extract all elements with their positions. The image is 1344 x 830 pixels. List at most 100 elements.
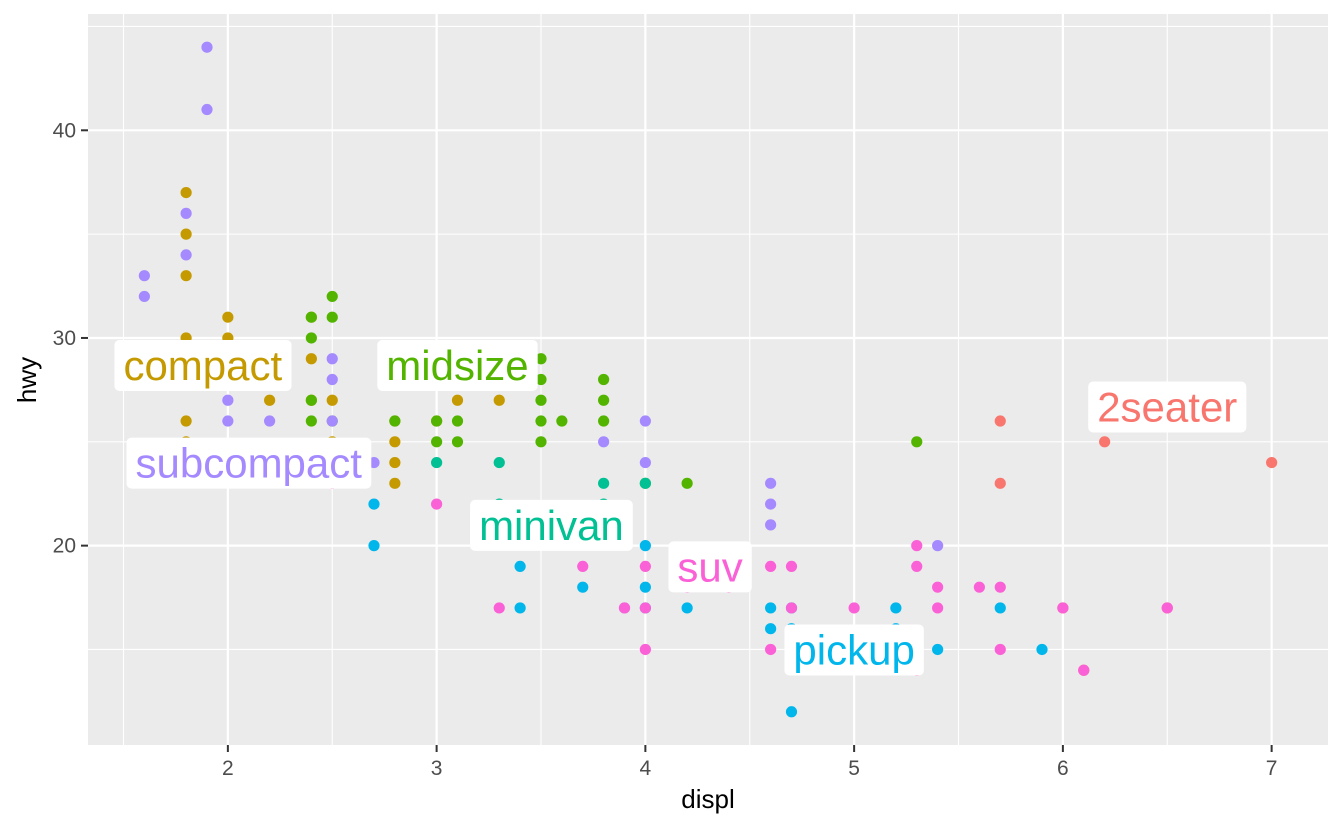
data-point-midsize	[535, 436, 547, 448]
data-point-subcompact	[326, 353, 338, 365]
class-label-box	[114, 339, 292, 391]
data-point-subcompact	[138, 270, 150, 282]
data-point-2seater	[1266, 456, 1278, 469]
class-label-box	[668, 541, 752, 593]
data-point-compact	[493, 394, 505, 406]
data-point-pickup	[368, 540, 380, 552]
data-point-midsize	[305, 332, 317, 344]
data-point-suv	[618, 602, 631, 614]
x-tick-label: 5	[848, 757, 860, 780]
data-point-subcompact	[180, 207, 192, 219]
y-tick-label: 40	[53, 119, 76, 142]
data-point-subcompact	[180, 249, 192, 261]
data-point-subcompact	[639, 456, 651, 469]
class-label-text: compact	[123, 342, 282, 389]
data-point-compact	[305, 353, 317, 365]
class-label-pickup: pickup	[784, 624, 924, 676]
data-point-midsize	[598, 394, 610, 406]
data-point-compact	[180, 228, 192, 240]
data-point-pickup	[890, 602, 902, 614]
data-point-pickup	[785, 706, 798, 718]
data-point-2seater	[994, 415, 1006, 427]
class-label-text: midsize	[386, 342, 528, 389]
data-point-pickup	[368, 498, 380, 510]
data-point-midsize	[535, 394, 547, 406]
data-point-compact	[389, 436, 401, 448]
y-axis-title: hwy	[12, 357, 42, 403]
data-point-suv	[973, 581, 985, 593]
data-point-midsize	[911, 436, 923, 448]
class-label-2seater: 2seater	[1088, 381, 1247, 433]
data-point-minivan	[639, 477, 651, 489]
data-point-pickup	[577, 581, 589, 593]
data-point-compact	[389, 456, 401, 469]
class-label-text: subcompact	[136, 440, 363, 487]
data-point-pickup	[994, 602, 1006, 614]
data-point-pickup	[1036, 643, 1048, 656]
data-point-suv	[785, 602, 798, 614]
data-point-suv	[639, 602, 651, 614]
data-point-subcompact	[639, 415, 651, 427]
data-point-midsize	[451, 436, 464, 448]
data-point-suv	[577, 560, 589, 573]
data-point-midsize	[431, 415, 443, 427]
data-point-2seater	[1099, 436, 1111, 448]
data-point-suv	[785, 560, 798, 573]
y-axis: 20 30 40	[53, 119, 88, 558]
data-point-suv	[639, 560, 651, 573]
x-axis-title: displ	[681, 784, 734, 814]
data-point-midsize	[389, 415, 401, 427]
x-tick-label: 6	[1057, 757, 1069, 780]
data-point-pickup	[765, 602, 777, 614]
data-point-compact	[222, 311, 234, 323]
data-point-subcompact	[138, 290, 150, 303]
data-point-subcompact	[765, 477, 777, 489]
data-point-compact	[326, 394, 338, 406]
data-point-compact	[180, 270, 192, 282]
data-point-suv	[911, 560, 923, 573]
data-point-suv	[765, 560, 777, 573]
data-point-midsize	[326, 290, 338, 303]
y-tick-label: 20	[53, 535, 76, 558]
class-label-text: suv	[677, 543, 742, 590]
data-point-midsize	[305, 415, 317, 427]
data-point-subcompact	[222, 394, 234, 406]
data-point-subcompact	[932, 540, 944, 552]
data-point-compact	[451, 394, 464, 406]
data-point-pickup	[639, 540, 651, 552]
data-point-compact	[264, 394, 276, 406]
data-point-suv	[911, 540, 923, 552]
data-point-suv	[932, 602, 944, 614]
data-point-suv	[932, 581, 944, 593]
data-point-suv	[765, 643, 777, 656]
data-point-subcompact	[201, 41, 213, 53]
data-point-2seater	[994, 477, 1006, 489]
data-point-pickup	[514, 560, 526, 573]
data-point-suv	[1057, 602, 1069, 614]
x-tick-label: 2	[222, 757, 234, 780]
data-point-subcompact	[222, 415, 234, 427]
data-point-pickup	[765, 623, 777, 635]
data-point-pickup	[514, 602, 526, 614]
class-label-box	[377, 339, 538, 391]
data-point-midsize	[326, 311, 338, 323]
data-point-minivan	[431, 456, 443, 469]
data-point-subcompact	[598, 436, 610, 448]
class-label-box	[126, 437, 372, 489]
data-point-subcompact	[264, 415, 276, 427]
class-label-suv: suv	[668, 541, 752, 593]
class-label-text: 2seater	[1097, 383, 1237, 430]
data-point-minivan	[493, 456, 505, 469]
data-point-subcompact	[765, 519, 777, 531]
data-point-midsize	[535, 373, 547, 386]
data-point-midsize	[451, 415, 464, 427]
data-point-pickup	[639, 581, 651, 593]
data-point-suv	[639, 643, 651, 656]
data-point-compact	[180, 415, 192, 427]
class-label-compact: compact	[114, 339, 292, 391]
class-label-subcompact: subcompact	[126, 437, 372, 489]
data-point-midsize	[535, 415, 547, 427]
data-point-suv	[1078, 664, 1090, 676]
data-point-midsize	[598, 415, 610, 427]
class-label-box	[1088, 381, 1247, 433]
